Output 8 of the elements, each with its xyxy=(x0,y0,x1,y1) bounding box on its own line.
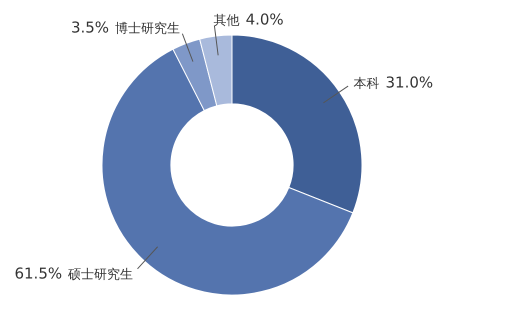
data-label: 31.0% xyxy=(386,73,434,92)
slice-label: 硕士研究生 xyxy=(67,268,134,283)
data-label: 61.5% xyxy=(14,264,62,283)
data-label: 4.0% xyxy=(246,10,284,28)
data-label: 3.5% xyxy=(70,18,110,37)
slice-label: 其他 xyxy=(214,13,240,28)
slice-label: 本科 xyxy=(354,76,380,92)
slice-label: 博士研究生 xyxy=(115,22,180,37)
